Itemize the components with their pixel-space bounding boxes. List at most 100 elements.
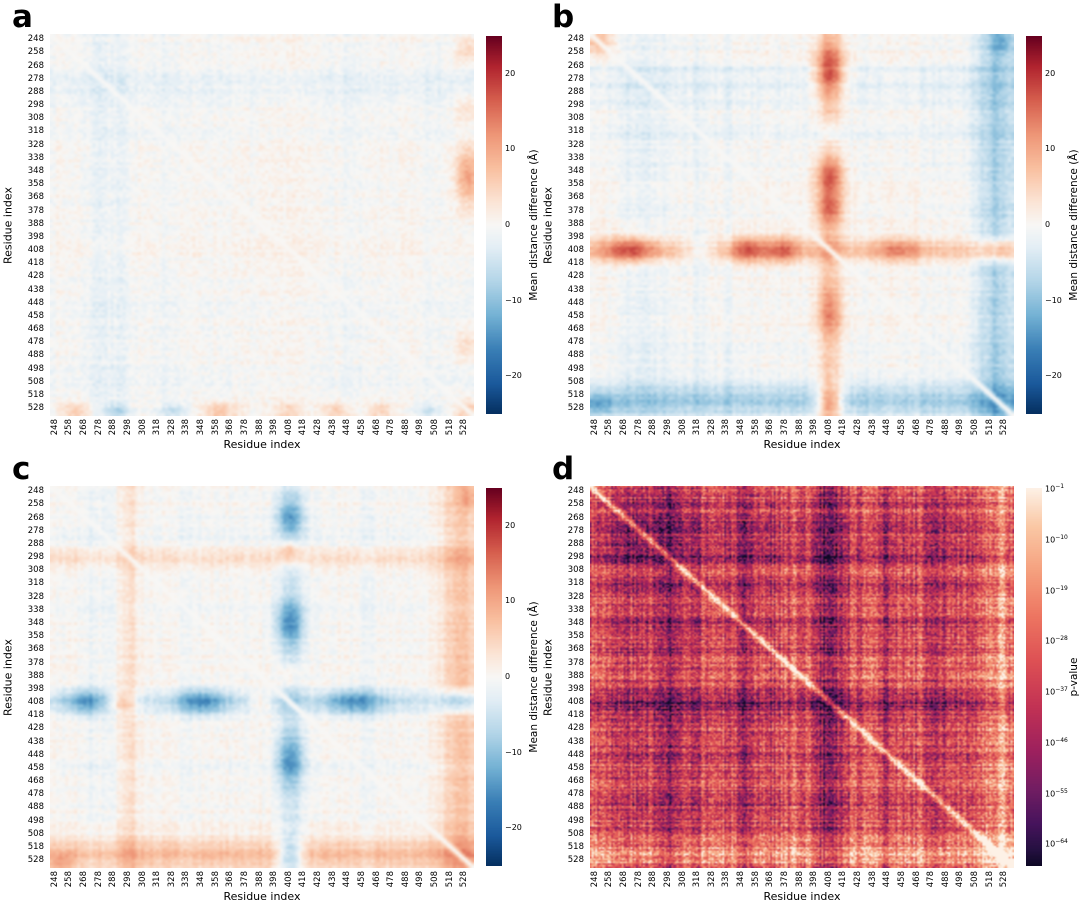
y-tick-label: 338	[27, 152, 44, 163]
x-tick-label: 298	[662, 871, 673, 888]
x-tick-label: 278	[93, 419, 104, 436]
y-tick-label: 318	[27, 126, 44, 137]
y-tick-label: 458	[27, 310, 44, 321]
x-tick-label: 428	[313, 871, 324, 888]
panel-letter-c: c	[12, 452, 31, 487]
x-tick-label: 358	[750, 871, 761, 888]
x-axis-label: Residue index	[763, 890, 841, 903]
x-tick-label: 328	[166, 419, 177, 436]
y-tick-label: 248	[27, 486, 44, 497]
y-tick-label: 268	[567, 512, 584, 523]
x-axis-label: Residue index	[223, 438, 301, 451]
y-tick-label: 388	[27, 670, 44, 681]
x-tick-label: 518	[984, 871, 995, 888]
y-tick-label: 498	[567, 815, 584, 826]
y-tick-label: 478	[567, 337, 584, 348]
x-tick-label: 468	[911, 419, 922, 436]
y-tick-label: 328	[567, 139, 584, 150]
x-tick-label: 418	[298, 871, 309, 888]
colorbar-tick-label: −20	[505, 371, 522, 381]
x-tick-label: 368	[225, 419, 236, 436]
x-tick-label: 358	[210, 871, 221, 888]
x-tick-label: 518	[444, 871, 455, 888]
x-tick-label: 438	[327, 419, 338, 436]
x-tick-label: 398	[809, 419, 820, 436]
x-axis-ticks: 248 258 268 278 288 298 308 318 328 338 348 358 368 3…	[590, 871, 1014, 891]
y-tick-label: 468	[27, 324, 44, 335]
colorbar-tick-label: 10	[1045, 144, 1056, 154]
y-tick-label: 388	[27, 218, 44, 229]
x-tick-label: 478	[926, 871, 937, 888]
x-tick-label: 518	[444, 419, 455, 436]
y-tick-label: 488	[567, 802, 584, 813]
x-tick-label: 318	[692, 871, 703, 888]
panel-letter-a: a	[12, 0, 33, 35]
x-tick-label: 348	[196, 419, 207, 436]
y-tick-label: 258	[27, 47, 44, 58]
y-tick-label: 398	[27, 683, 44, 694]
colorbar-tick-label: −20	[1045, 371, 1062, 381]
y-tick-label: 458	[27, 762, 44, 773]
x-tick-label: 408	[283, 419, 294, 436]
x-tick-label: 368	[765, 871, 776, 888]
y-tick-label: 508	[567, 376, 584, 387]
x-tick-label: 458	[896, 871, 907, 888]
x-tick-label: 308	[677, 419, 688, 436]
colorbar-label: Mean distance difference (Å)	[1068, 149, 1080, 301]
x-tick-label: 258	[64, 871, 75, 888]
colorbar-ticks: 20 10 0 −10 −20	[505, 488, 540, 866]
colorbar-canvas-c	[486, 488, 502, 866]
y-tick-label: 528	[567, 403, 584, 414]
heatmap-canvas-a	[50, 34, 474, 416]
y-tick-label: 358	[567, 631, 584, 642]
x-tick-label: 278	[93, 871, 104, 888]
y-tick-label: 498	[27, 815, 44, 826]
y-tick-label: 528	[27, 403, 44, 414]
colorbar-tick-label: 0	[1045, 220, 1051, 229]
y-tick-label: 308	[567, 113, 584, 124]
y-tick-label: 478	[567, 789, 584, 800]
x-tick-label: 328	[706, 419, 717, 436]
y-tick-label: 308	[567, 565, 584, 576]
y-tick-label: 298	[567, 100, 584, 111]
x-tick-label: 268	[619, 419, 630, 436]
colorbar-ticks: 10−1 10−10 10−19 10−28 10−37 10−46 10−55 10−64	[1045, 483, 1080, 866]
y-tick-label: 258	[567, 499, 584, 510]
y-tick-label: 458	[567, 310, 584, 321]
y-tick-label: 488	[27, 802, 44, 813]
x-tick-label: 428	[853, 419, 864, 436]
x-tick-label: 378	[779, 871, 790, 888]
y-tick-label: 248	[567, 34, 584, 45]
colorbar-tick-label: 10−10	[1045, 533, 1068, 545]
y-tick-label: 378	[567, 205, 584, 216]
x-tick-label: 348	[736, 419, 747, 436]
colorbar-tick-label: −10	[1045, 295, 1062, 305]
colorbar-tick-label: 10−19	[1045, 584, 1068, 596]
x-tick-label: 268	[619, 871, 630, 888]
colorbar-ticks: 20 10 0 −10 −20	[1045, 36, 1080, 414]
x-tick-label: 348	[736, 871, 747, 888]
y-tick-label: 338	[567, 604, 584, 615]
x-tick-label: 448	[342, 871, 353, 888]
colorbar-tick-label: 20	[1045, 68, 1056, 78]
y-tick-label: 448	[567, 749, 584, 760]
x-tick-label: 258	[64, 419, 75, 436]
y-tick-label: 288	[567, 538, 584, 549]
y-tick-label: 418	[27, 710, 44, 721]
y-tick-label: 468	[567, 776, 584, 787]
y-tick-label: 328	[27, 139, 44, 150]
x-axis-ticks: 248 258 268 278 288 298 308 318 328 338 348 358 368 3…	[50, 871, 474, 891]
y-tick-label: 258	[567, 47, 584, 58]
x-tick-label: 398	[269, 871, 280, 888]
y-tick-label: 488	[27, 350, 44, 361]
x-tick-label: 298	[122, 419, 133, 436]
y-tick-label: 328	[567, 591, 584, 602]
x-tick-label: 508	[429, 419, 440, 436]
y-tick-label: 368	[567, 644, 584, 655]
y-tick-label: 308	[27, 565, 44, 576]
y-tick-label: 408	[567, 245, 584, 256]
panel-letter-b: b	[552, 0, 575, 35]
colorbar-tick-label: 10	[505, 596, 516, 606]
y-tick-label: 338	[27, 604, 44, 615]
